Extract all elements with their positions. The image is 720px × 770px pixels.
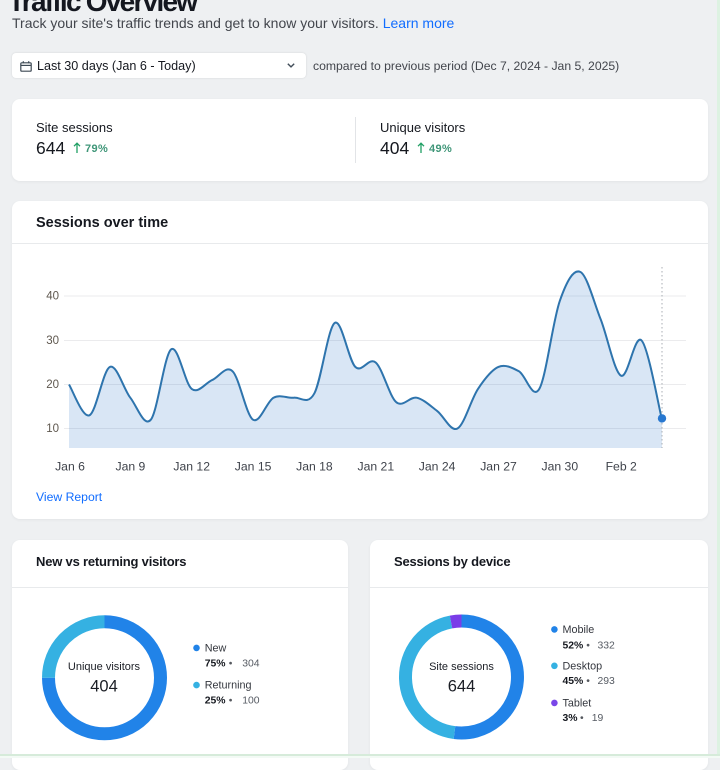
svg-text:Jan 12: Jan 12 bbox=[173, 460, 210, 474]
svg-text:19: 19 bbox=[592, 713, 604, 724]
svg-text:Returning: Returning bbox=[205, 680, 252, 692]
svg-text:10: 10 bbox=[46, 423, 59, 435]
svg-text:52%: 52% bbox=[563, 640, 584, 651]
svg-text:75%: 75% bbox=[205, 658, 226, 669]
svg-text:Jan 27: Jan 27 bbox=[480, 460, 517, 474]
svg-text:30: 30 bbox=[46, 335, 59, 347]
svg-text:293: 293 bbox=[598, 676, 616, 687]
svg-text:New: New bbox=[205, 642, 227, 654]
svg-text:Jan 24: Jan 24 bbox=[419, 460, 456, 474]
svg-text:40: 40 bbox=[46, 291, 59, 303]
svg-text:Site sessions: Site sessions bbox=[429, 661, 494, 673]
svg-text:Jan 9: Jan 9 bbox=[115, 460, 145, 474]
svg-text:•: • bbox=[586, 640, 590, 651]
svg-text:304: 304 bbox=[242, 658, 260, 669]
svg-text:20: 20 bbox=[46, 379, 59, 391]
svg-text:404: 404 bbox=[90, 678, 118, 696]
svg-text:3%: 3% bbox=[563, 713, 578, 724]
svg-text:Jan 18: Jan 18 bbox=[296, 460, 333, 474]
svg-text:Jan 21: Jan 21 bbox=[358, 460, 395, 474]
svg-text:332: 332 bbox=[598, 640, 616, 651]
svg-text:Jan 30: Jan 30 bbox=[542, 460, 579, 474]
svg-text:Feb 2: Feb 2 bbox=[606, 460, 637, 474]
svg-text:Desktop: Desktop bbox=[563, 661, 603, 673]
svg-text:25%: 25% bbox=[205, 695, 226, 706]
svg-text:•: • bbox=[586, 676, 590, 687]
svg-text:Jan 6: Jan 6 bbox=[55, 460, 85, 474]
svg-text:•: • bbox=[229, 658, 233, 669]
svg-text:Unique visitors: Unique visitors bbox=[68, 661, 141, 673]
svg-text:Tablet: Tablet bbox=[563, 698, 592, 710]
svg-text:Jan 15: Jan 15 bbox=[235, 460, 272, 474]
svg-text:100: 100 bbox=[242, 695, 260, 706]
svg-text:•: • bbox=[229, 695, 233, 706]
svg-text:45%: 45% bbox=[563, 676, 584, 687]
svg-text:644: 644 bbox=[448, 678, 476, 696]
svg-text:Mobile: Mobile bbox=[563, 624, 595, 636]
svg-text:•: • bbox=[580, 713, 584, 724]
